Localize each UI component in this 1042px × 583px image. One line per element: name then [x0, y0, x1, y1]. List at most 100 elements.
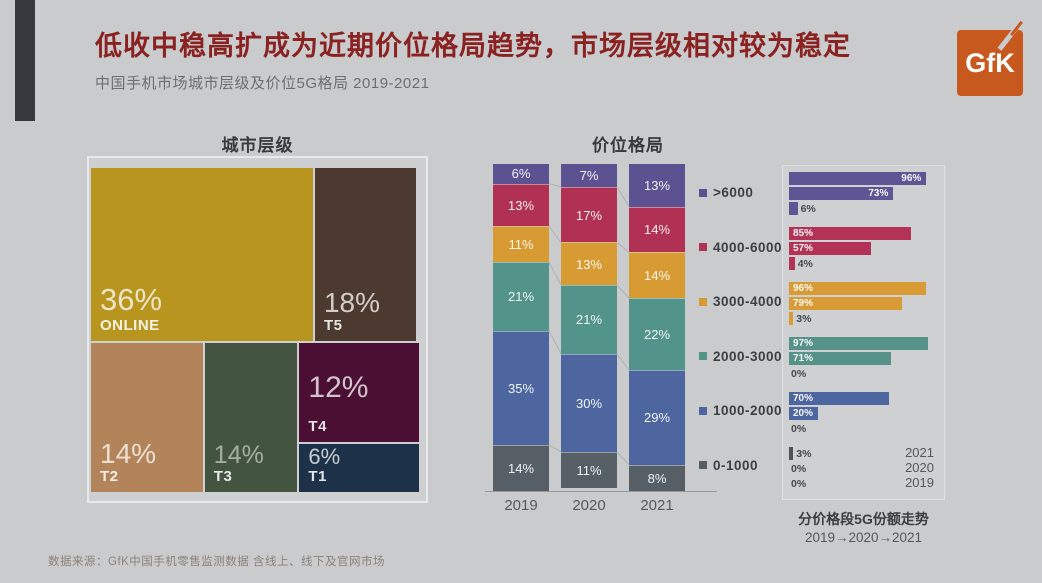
- treemap-title: 城市层级: [221, 136, 294, 155]
- bar-segment: 11%: [493, 226, 549, 263]
- trend-group-3000-4000: 96% 79% 3%: [789, 282, 944, 325]
- left-accent-bar: [15, 0, 35, 121]
- trend-bar: [789, 312, 794, 325]
- trend-bar-label: 73%: [868, 188, 889, 199]
- trend-chart-panel: 96% 73% 6% 85% 57% 4% 96% 79% 3% 97% 71% 0% 70% 20% 0%…: [782, 165, 945, 500]
- treemap-block-t1: 6% T1: [299, 443, 419, 492]
- price-structure-chart: 6% 13% 11% 21% 35% 14% 7% 17% 13% 21% 30% 11% 13% 14%…: [493, 164, 685, 524]
- page-title: 低收中稳高扩成为近期价位格局趋势，市场层级相对较为稳定: [95, 31, 851, 61]
- bar-segment: 17%: [561, 186, 617, 243]
- treemap-value: 6%: [308, 443, 341, 469]
- treemap-block-t2: 14% T2: [91, 343, 203, 492]
- trend-bar-row-2020: 73%: [789, 187, 944, 200]
- treemap-value: 36%: [100, 282, 163, 318]
- treemap-tier-label: ONLINE: [100, 317, 160, 335]
- trend-bar: 71%: [789, 352, 891, 365]
- bar-segment: 14%: [629, 252, 685, 299]
- bar-segment-label: 7%: [579, 167, 599, 183]
- legend-marker: [699, 406, 707, 415]
- trend-bar-row-2019: 6%: [789, 202, 944, 215]
- bar-segment-label: 11%: [508, 237, 534, 253]
- trend-year-label: 2020: [905, 460, 934, 475]
- bar-segment-label: 21%: [575, 312, 603, 328]
- trend-year-label: 2019: [905, 475, 934, 490]
- trend-bar-label: 71%: [793, 353, 814, 364]
- trend-bar-row-2019: 3%: [789, 312, 944, 325]
- trend-bar-label: 70%: [793, 393, 814, 404]
- x-axis-label-2019: 2019: [504, 497, 538, 514]
- bar-segment: 29%: [629, 369, 685, 465]
- bar-segment-label: 29%: [643, 410, 671, 426]
- trend-bar-row-2021: 85%: [789, 227, 944, 240]
- treemap-value: 18%: [323, 286, 381, 318]
- trend-bar-row-2021: 97%: [789, 337, 944, 350]
- trend-bar-label: 3%: [796, 312, 812, 325]
- trend-bar: 96%: [789, 282, 927, 295]
- legend-item-2000-3000: 2000-3000: [699, 349, 782, 364]
- page-subtitle: 中国手机市场城市层级及价位5G格局 2019-2021: [95, 75, 430, 92]
- price-band-legend: >6000 4000-6000 3000-4000 2000-3000 1000-200…: [699, 185, 782, 473]
- legend-label: 4000-6000: [713, 239, 783, 255]
- trend-bar-row-2020: 71%: [789, 352, 944, 365]
- stacked-bar-2021: 13% 14% 14% 22% 29% 8%: [629, 164, 685, 491]
- trend-bar-row-2019: 0%: [789, 477, 944, 490]
- x-axis-label-2021: 2021: [640, 497, 674, 514]
- data-source-note: 数据来源：GfK中国手机零售监测数据 含线上、线下及官网市场: [48, 556, 386, 568]
- trend-group-2000-3000: 97% 71% 0%: [789, 337, 944, 380]
- trend-years-legend: 2021 2020 2019: [905, 445, 934, 490]
- bar-segment-label: 14%: [643, 222, 671, 238]
- legend-label: 0-1000: [713, 457, 759, 473]
- legend-label: 3000-4000: [713, 294, 783, 310]
- treemap-block-online: 36% ONLINE: [91, 168, 313, 342]
- trend-bar-label: 79%: [793, 298, 814, 309]
- trend-bar-label: 0%: [791, 367, 807, 380]
- trend-bar-label: 4%: [797, 257, 813, 270]
- x-axis-label-2020: 2020: [572, 497, 606, 514]
- trend-bar-label: 96%: [793, 283, 814, 294]
- treemap-block-t4: 12% T4: [299, 343, 419, 442]
- trend-bar: 85%: [789, 227, 911, 240]
- trend-bar: [789, 202, 798, 215]
- trend-year-label: 2021: [905, 445, 934, 460]
- bar-segment: 13%: [493, 183, 549, 227]
- trend-bar-row-2020: 79%: [789, 297, 944, 310]
- bar-segment: 6%: [493, 164, 549, 184]
- trend-group->6000: 96% 73% 6%: [789, 172, 944, 215]
- legend-label: >6000: [713, 185, 754, 200]
- bar-segment-label: 13%: [575, 256, 603, 272]
- bar-segment-label: 11%: [576, 462, 602, 478]
- city-tier-treemap: 36% ONLINE 18% T5 14% T2 14% T3: [87, 156, 428, 503]
- treemap-value: 14%: [100, 437, 157, 469]
- trend-bar-label: 0%: [791, 462, 807, 475]
- trend-chart-subtitle: 2019→2020→2021: [804, 530, 923, 545]
- trend-bar: 70%: [789, 392, 890, 405]
- price-structure-bars: 6% 13% 11% 21% 35% 14% 7% 17% 13% 21% 30% 11% 13% 14%…: [493, 164, 685, 491]
- bar-segment: 21%: [561, 284, 617, 354]
- trend-bar-label: 0%: [791, 477, 807, 490]
- bar-segment: 13%: [629, 164, 685, 207]
- trend-bar-row-2021: 96%: [789, 282, 944, 295]
- treemap-block-t5: 18% T5: [314, 168, 416, 342]
- legend-item-3000-4000: 3000-4000: [699, 294, 782, 309]
- stacked-bar-2020: 7% 17% 13% 21% 30% 11%: [561, 164, 617, 491]
- trend-bar: [789, 257, 795, 270]
- trend-bar-label: 97%: [793, 338, 814, 349]
- trend-bar-row-2020: 0%: [789, 462, 944, 475]
- bar-segment-label: 21%: [507, 289, 535, 305]
- trend-bar-row-2019: 4%: [789, 257, 944, 270]
- treemap-tier-label: T3: [213, 468, 233, 485]
- trend-bar-row-2021: 70%: [789, 392, 944, 405]
- bar-segment: 11%: [561, 451, 617, 488]
- price-structure-title: 价位格局: [592, 136, 664, 155]
- trend-bar-row-2021: 96%: [789, 172, 944, 185]
- trend-chart-title: 分价格段5G份额走势: [798, 511, 929, 527]
- trend-bar-label: 3%: [796, 447, 812, 460]
- bar-segment-label: 22%: [643, 327, 671, 342]
- legend-item-0-1000: 0-1000: [699, 458, 782, 473]
- gfk-logo: GfK: [957, 30, 1023, 96]
- trend-bar: 79%: [789, 297, 902, 310]
- bar-segment: 22%: [629, 298, 685, 370]
- bar-segment: 14%: [493, 445, 549, 491]
- bar-segment-label: 8%: [647, 470, 667, 486]
- trend-chart-groups: 96% 73% 6% 85% 57% 4% 96% 79% 3% 97% 71% 0% 70% 20% 0%…: [789, 172, 944, 490]
